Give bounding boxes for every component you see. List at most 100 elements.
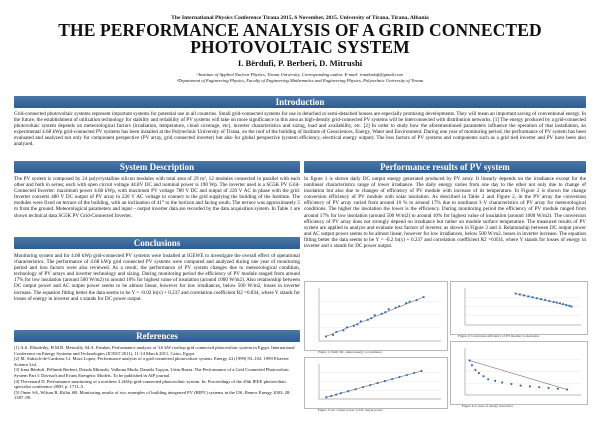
introduction-text: Grid-connected photovoltaic systems repr… xyxy=(14,111,586,148)
data-point xyxy=(405,373,408,377)
data-point xyxy=(565,303,568,307)
figure-3-caption: Figure 3: AC output power vs DC output p… xyxy=(318,408,383,412)
data-point xyxy=(561,302,565,306)
data-point xyxy=(376,382,379,385)
data-point xyxy=(331,333,335,337)
data-point xyxy=(477,371,481,375)
data-point xyxy=(334,393,338,396)
data-point xyxy=(522,294,526,297)
figure-4-plot xyxy=(464,348,581,396)
trend-line xyxy=(325,296,424,337)
figure-4 xyxy=(450,341,588,405)
conclusions-heading: Conclusions xyxy=(14,237,300,249)
data-point xyxy=(324,335,328,338)
data-point xyxy=(420,369,423,373)
data-point xyxy=(415,299,418,302)
trend-line xyxy=(326,370,422,398)
data-point xyxy=(383,379,386,383)
data-point xyxy=(335,330,338,334)
title-line-1: THE PERFORMANCE ANALYSIS OF A GRID CONNE… xyxy=(58,20,542,40)
data-point xyxy=(422,295,425,299)
data-point xyxy=(405,302,408,305)
figure-1-plot xyxy=(318,288,441,342)
data-point xyxy=(556,387,559,390)
data-point xyxy=(527,295,530,298)
data-point xyxy=(494,379,497,382)
data-point xyxy=(394,306,397,309)
reference-item: [3] Irma Bërdufi, Pëllumb Berberi, Driad… xyxy=(14,367,290,378)
data-point xyxy=(468,359,471,362)
authors: I. Bërdufi, P. Berberi, D. Mitrushi xyxy=(237,58,363,68)
performance-heading: Performance results of PV system xyxy=(304,161,586,173)
data-point xyxy=(555,301,558,304)
data-point xyxy=(359,320,362,323)
poster-title: THE PERFORMANCE ANALYSIS OF A GRID CONNE… xyxy=(0,20,600,57)
data-point xyxy=(380,312,383,315)
data-point xyxy=(487,378,490,381)
data-point xyxy=(558,302,562,305)
data-point xyxy=(544,298,547,301)
data-point xyxy=(330,394,333,398)
figure-1-caption: Figure 1: Daily DC output energy vs irra… xyxy=(318,350,383,354)
data-point xyxy=(361,386,365,389)
figure-2-plot xyxy=(464,288,581,326)
data-point xyxy=(342,329,345,332)
references-list: [1] A.S. Elhodeiby, H.M.B. Metwally, M.A… xyxy=(14,345,300,401)
data-point xyxy=(518,293,521,296)
figure-1 xyxy=(304,281,448,351)
data-point xyxy=(391,377,394,381)
data-point xyxy=(408,300,411,303)
data-point xyxy=(552,300,555,303)
system-description-text: The PV system is composed by 24 polycrys… xyxy=(14,176,300,219)
affiliation-2: ²Department of Engineering Physics, Facu… xyxy=(176,78,424,83)
data-point xyxy=(387,308,390,311)
introduction-heading: Introduction xyxy=(14,96,586,108)
data-point xyxy=(482,375,485,378)
reference-item: [1] A.S. Elhodeiby, H.M.B. Metwally, M.A… xyxy=(14,345,295,356)
data-point xyxy=(339,392,343,395)
data-point xyxy=(535,297,538,300)
reference-item: [2] M. Sidrach-de-Cardona, Ll. Mora Lope… xyxy=(14,356,289,367)
figure-3-plot xyxy=(318,364,441,400)
trend-line xyxy=(469,360,568,390)
data-point xyxy=(501,381,504,384)
data-point xyxy=(570,305,573,308)
data-point xyxy=(528,385,532,388)
data-point xyxy=(352,324,355,327)
data-point xyxy=(548,299,551,303)
data-point xyxy=(369,384,372,387)
data-point xyxy=(356,323,359,326)
data-point xyxy=(366,318,369,321)
conclusions-text: Monitoring system and for 4.68 kWp grid-… xyxy=(14,253,300,302)
figure-3 xyxy=(304,357,448,409)
data-point xyxy=(373,314,376,317)
references-heading: References xyxy=(14,330,300,342)
conference-line: The International Physics Conference Tir… xyxy=(171,15,429,21)
reference-item: [5] Omer SA, Wilson R, Riffat SB. Monito… xyxy=(14,389,291,401)
data-point xyxy=(514,292,517,295)
figure-2 xyxy=(450,281,588,335)
data-point xyxy=(539,298,543,301)
reference-item: [4] Thevenard D. Performance monitoring … xyxy=(14,378,287,390)
data-point xyxy=(398,305,401,308)
data-point xyxy=(531,296,534,299)
data-point xyxy=(568,304,571,307)
data-point xyxy=(398,375,401,379)
data-point xyxy=(538,386,541,389)
data-point xyxy=(474,368,477,372)
data-point xyxy=(565,388,569,391)
title-line-2: PHOTOVOLTAIC SYSTEM xyxy=(190,37,410,57)
data-point xyxy=(413,371,416,375)
data-point xyxy=(510,382,513,386)
figure-2-caption: Figure 2: Conversion efficiency of PV mo… xyxy=(458,334,540,338)
data-point xyxy=(470,364,474,367)
data-point xyxy=(384,311,387,314)
data-point xyxy=(519,384,522,387)
data-point xyxy=(547,386,550,390)
system-description-heading: System Description xyxy=(14,161,300,173)
affiliation-1: ¹Institute of Applied Nuclear Physics, T… xyxy=(197,72,403,77)
figure-4-caption: Figure 4: Losses of energy in inverter xyxy=(462,404,513,408)
data-point xyxy=(325,396,328,399)
data-point xyxy=(354,388,357,391)
